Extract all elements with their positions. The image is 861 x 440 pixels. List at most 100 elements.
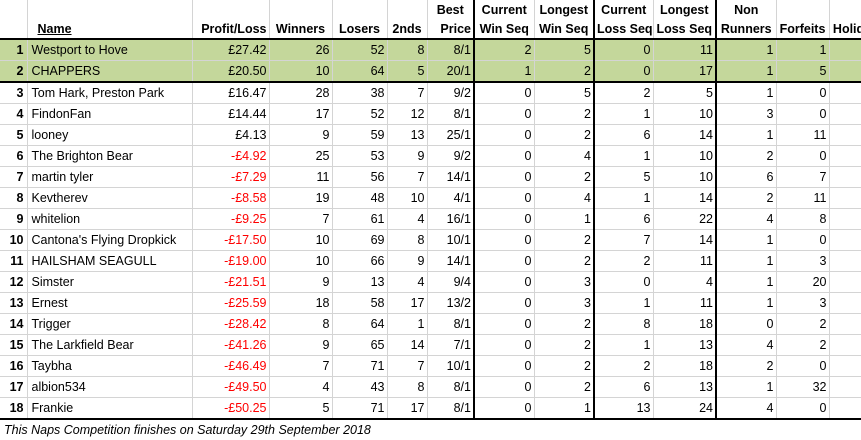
non-runners-cell: 3 [715, 103, 777, 125]
name-header: Name [27, 19, 193, 40]
player-name: HAILSHAM SEAGULL [27, 250, 193, 272]
current-win-seq-cell: 0 [473, 250, 535, 272]
profit-loss-cell: -£17.50 [192, 229, 270, 251]
table-row: 11 HAILSHAM SEAGULL -£19.00 10 66 9 14/1 0 2 2 11 1… [0, 250, 861, 272]
losers-cell: 38 [332, 82, 388, 104]
seconds-cell: 8 [387, 229, 428, 251]
longest-win-seq-cell: 3 [534, 292, 595, 314]
rank-cell: 10 [0, 229, 28, 251]
current-loss-seq-cell: 13 [593, 397, 654, 420]
seconds-cell: 4 [387, 208, 428, 230]
winners-cell: 10 [269, 229, 333, 251]
profit-loss-cell: -£50.25 [192, 397, 270, 420]
player-name: FindonFan [27, 103, 193, 125]
seconds-header: 2nds [387, 19, 428, 40]
best-price-cell: 9/4 [427, 271, 475, 293]
longest-win-seq-cell: 4 [534, 145, 595, 167]
rank-cell: 5 [0, 124, 28, 146]
winners-cell: 9 [269, 124, 333, 146]
holiday-cell: 0 [829, 39, 861, 61]
profit-loss-cell: -£4.92 [192, 145, 270, 167]
player-name: The Brighton Bear [27, 145, 193, 167]
longest-loss-seq-header: Longest [653, 0, 717, 19]
profit-loss-cell: £4.13 [192, 124, 270, 146]
longest-win-seq-cell: 2 [534, 124, 595, 146]
seconds-cell: 1 [387, 313, 428, 335]
current-loss-seq-cell: 0 [593, 39, 654, 61]
holiday-cell: 0 [829, 145, 861, 167]
seconds-cell: 7 [387, 82, 428, 104]
winners-header: Winners [269, 19, 333, 40]
player-name: Trigger [27, 313, 193, 335]
non-runners-cell: 6 [715, 166, 777, 188]
forfeits-cell: 2 [776, 313, 830, 335]
current-loss-seq-cell: 2 [593, 355, 654, 377]
forfeits-cell: 3 [776, 292, 830, 314]
non-runners-cell: 1 [715, 124, 777, 146]
longest-loss-seq-cell: 10 [653, 166, 717, 188]
longest-loss-seq-cell: 10 [653, 103, 717, 125]
best-price-cell: 10/1 [427, 229, 475, 251]
player-name: Tom Hark, Preston Park [27, 82, 193, 104]
winners-cell: 5 [269, 397, 333, 420]
current-win-seq-cell: 2 [473, 39, 535, 61]
winners-cell: 18 [269, 292, 333, 314]
winners-cell: 28 [269, 82, 333, 104]
profit-loss-cell: -£21.51 [192, 271, 270, 293]
longest-win-seq-cell: 2 [534, 103, 595, 125]
losers-cell: 59 [332, 124, 388, 146]
current-win-seq-cell: 0 [473, 397, 535, 420]
seconds-cell: 13 [387, 124, 428, 146]
table-row: 3 Tom Hark, Preston Park £16.47 28 38 7 9/2 0 5 2… [0, 82, 861, 104]
losers-cell: 71 [332, 355, 388, 377]
profit-loss-cell: -£19.00 [192, 250, 270, 272]
seconds-cell: 9 [387, 250, 428, 272]
non-runners-cell: 4 [715, 334, 777, 356]
winners-cell: 7 [269, 355, 333, 377]
forfeits-cell: 32 [776, 376, 830, 398]
current-win-seq-cell: 1 [473, 60, 535, 83]
best-price-cell: 10/1 [427, 355, 475, 377]
non-runners-header: Non [715, 0, 777, 19]
longest-win-seq-cell: 5 [534, 39, 595, 61]
forfeits-cell: 0 [776, 229, 830, 251]
non-runners-cell: 2 [715, 187, 777, 209]
current-loss-seq-header-2: Loss Seq [593, 19, 654, 40]
profit-loss-cell: -£49.50 [192, 376, 270, 398]
header-row-bottom: Name Profit/Loss Winners Losers 2nds Pri… [0, 19, 861, 40]
longest-loss-seq-cell: 13 [653, 376, 717, 398]
profit-loss-cell: -£25.59 [192, 292, 270, 314]
non-runners-cell: 4 [715, 397, 777, 420]
best-price-header: Best [427, 0, 475, 19]
seconds-cell: 12 [387, 103, 428, 125]
player-name: Simster [27, 271, 193, 293]
longest-loss-seq-cell: 13 [653, 334, 717, 356]
seconds-cell: 17 [387, 397, 428, 420]
holiday-cell: 0 [829, 334, 861, 356]
winners-cell: 8 [269, 313, 333, 335]
best-price-cell: 20/1 [427, 60, 475, 83]
rank-cell: 14 [0, 313, 28, 335]
holiday-cell: 0 [829, 166, 861, 188]
forfeits-cell: 11 [776, 124, 830, 146]
longest-loss-seq-cell: 18 [653, 355, 717, 377]
current-win-seq-cell: 0 [473, 82, 535, 104]
winners-cell: 9 [269, 271, 333, 293]
current-loss-seq-header: Current [593, 0, 654, 19]
forfeits-cell: 8 [776, 208, 830, 230]
longest-win-seq-cell: 1 [534, 397, 595, 420]
losers-header: Losers [332, 19, 388, 40]
rank-cell: 12 [0, 271, 28, 293]
header-row-top: Best Current Longest Current Longest Non [0, 0, 861, 19]
best-price-cell: 4/1 [427, 187, 475, 209]
player-name: martin tyler [27, 166, 193, 188]
losers-cell: 52 [332, 103, 388, 125]
rank-cell: 17 [0, 376, 28, 398]
losers-cell: 61 [332, 208, 388, 230]
longest-loss-seq-cell: 17 [653, 60, 717, 83]
